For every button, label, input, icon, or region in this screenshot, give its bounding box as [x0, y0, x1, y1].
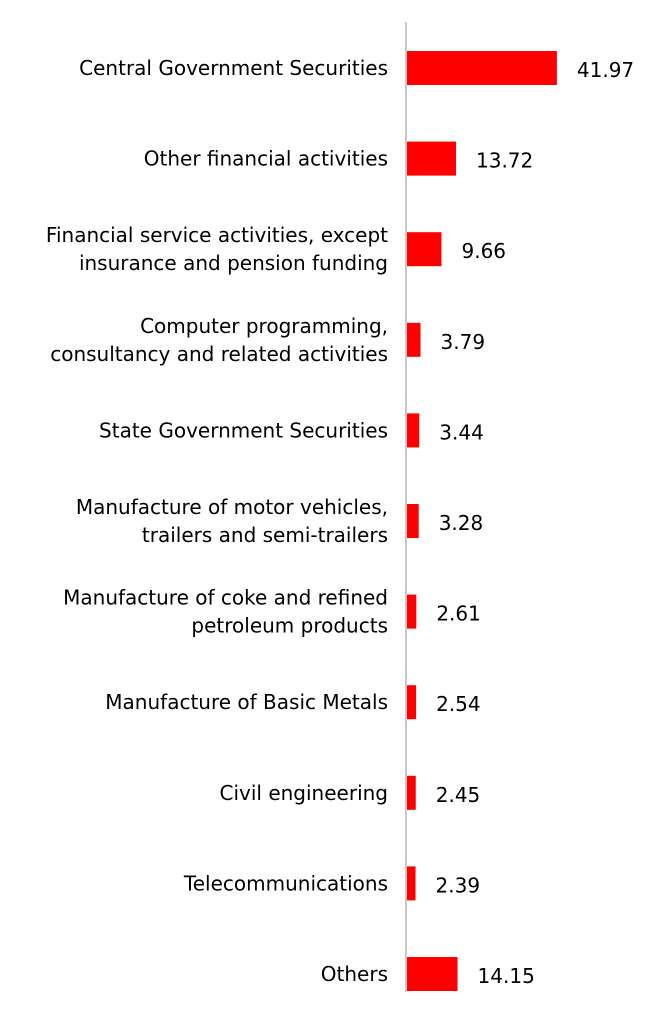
category-label-2: Financial service activities, except insu… — [46, 223, 388, 275]
value-label-4: 3.44 — [439, 420, 484, 444]
value-label-1: 13.72 — [476, 149, 533, 173]
bar-10 — [407, 957, 458, 991]
bar-8 — [407, 775, 416, 810]
category-label-0: Central Government Securities — [79, 56, 388, 80]
category-label-line: consultancy and related activities — [50, 342, 388, 366]
bars-layer — [407, 51, 557, 991]
category-label-line: Other financial activities — [144, 147, 388, 171]
bar-4 — [407, 413, 420, 448]
bar-0 — [407, 51, 557, 85]
category-label-line: Civil engineering — [220, 781, 389, 805]
category-label-line: Telecommunications — [183, 871, 388, 895]
value-label-9: 2.39 — [436, 873, 481, 897]
category-label-8: Civil engineering — [220, 781, 389, 805]
category-label-line: Manufacture of motor vehicles, — [76, 495, 388, 519]
category-label-4: State Government Securities — [99, 418, 388, 442]
category-label-7: Manufacture of Basic Metals — [105, 690, 388, 714]
category-label-line: State Government Securities — [99, 418, 388, 442]
value-label-3: 3.79 — [441, 330, 486, 354]
bar-1 — [407, 141, 456, 176]
value-label-0: 41.97 — [577, 58, 634, 82]
value-label-6: 2.61 — [436, 602, 481, 626]
value-label-10: 14.15 — [478, 964, 535, 988]
value-labels-layer: 41.97 13.72 9.66 3.79 3.44 3.28 2.61 2.54 2.45 2.… — [436, 58, 635, 988]
category-label-10: Others — [321, 962, 388, 986]
category-label-line: trailers and semi-trailers — [142, 523, 388, 547]
category-label-line: Manufacture of Basic Metals — [105, 690, 388, 714]
value-label-7: 2.54 — [436, 692, 481, 716]
category-label-line: Others — [321, 962, 388, 986]
bar-5 — [407, 504, 419, 538]
category-label-line: Manufacture of coke and refined — [63, 586, 388, 610]
bar-2 — [407, 232, 442, 267]
category-label-line: Financial service activities, except — [46, 223, 388, 247]
category-label-line: petroleum products — [191, 614, 388, 638]
value-label-5: 3.28 — [439, 511, 484, 535]
bar-6 — [407, 594, 417, 629]
category-label-5: Manufacture of motor vehicles, trailers a… — [76, 495, 388, 547]
category-label-6: Manufacture of coke and refined petroleum… — [63, 586, 388, 638]
bar-9 — [407, 866, 416, 901]
value-label-2: 9.66 — [462, 239, 507, 263]
category-label-line: Computer programming, — [140, 314, 388, 338]
category-label-9: Telecommunications — [183, 871, 388, 895]
bar-7 — [407, 685, 417, 720]
category-labels-layer: Central Government Securities Other finan… — [46, 56, 388, 986]
category-label-line: Central Government Securities — [79, 56, 388, 80]
value-label-8: 2.45 — [436, 783, 481, 807]
category-label-1: Other financial activities — [144, 147, 388, 171]
category-label-line: insurance and pension funding — [79, 251, 388, 275]
bar-3 — [407, 322, 421, 357]
category-label-3: Computer programming, consultancy and rel… — [50, 314, 388, 366]
